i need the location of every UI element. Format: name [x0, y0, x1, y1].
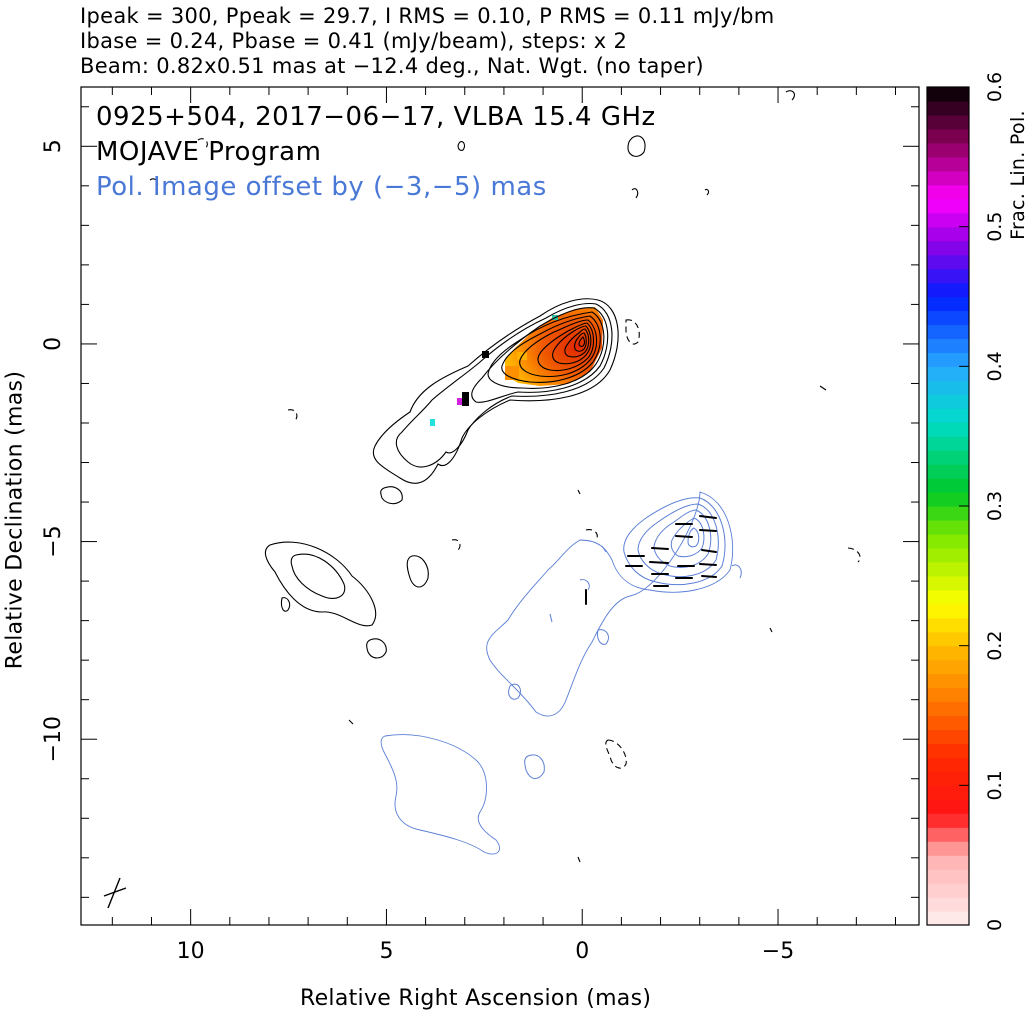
map-area: [103, 90, 861, 909]
colorbar-band: [927, 701, 969, 717]
colorbar-band: [927, 436, 969, 451]
colorbar-band: [927, 757, 969, 772]
colorbar-band: [927, 687, 969, 703]
colorbar-tick-labels: 0 0.1 0.2 0.3 0.4 0.5 0.6: [984, 72, 1006, 931]
colorbar-band: [927, 589, 969, 605]
colorbar-band: [927, 729, 969, 745]
colorbar-band: [927, 240, 969, 256]
colorbar-band: [927, 324, 969, 339]
colorbar-tick-label: 0.4: [984, 351, 1006, 381]
evpa-ticks: [585, 515, 717, 605]
axis-tick-labels: 10 5 0 −5 5 0 −5 −10: [41, 139, 794, 964]
colorbar-band: [927, 268, 969, 284]
colorbar-band: [927, 128, 969, 144]
y-tick-label: 5: [41, 139, 66, 153]
colorbar-band: [927, 506, 969, 521]
intensity-contours: [264, 90, 827, 863]
colorbar-band: [927, 254, 969, 270]
program-annotation: MOJAVE Program: [96, 137, 322, 167]
colorbar-tick-label: 0.1: [984, 770, 1006, 800]
colorbar-band: [927, 464, 969, 479]
offset-annotation: Pol. Image offset by (−3,−5) mas: [96, 172, 547, 202]
colorbar: [927, 87, 969, 926]
colorbar-band: [927, 673, 969, 689]
negative-contours: [149, 138, 861, 769]
colorbar-band: [927, 366, 969, 381]
axis-ticks: [81, 87, 919, 925]
plot-frame: [80, 86, 920, 926]
x-tick-label: 10: [177, 939, 205, 964]
colorbar-band: [927, 785, 969, 800]
colorbar-band: [927, 184, 969, 200]
colorbar-ticks: [959, 86, 969, 926]
colorbar-band: [927, 869, 969, 884]
colorbar-band: [927, 478, 969, 493]
colorbar-band: [927, 855, 969, 870]
frac-pol-image: [430, 307, 603, 426]
y-tick-label: −5: [41, 525, 66, 557]
colorbar-band: [927, 533, 969, 549]
colorbar-band: [927, 645, 969, 661]
colorbar-band: [927, 282, 969, 298]
colorbar-band: [927, 897, 969, 912]
colorbar-band: [927, 911, 969, 926]
x-tick-label: 5: [379, 939, 393, 964]
colorbar-band: [927, 631, 969, 647]
source-annotation: 0925+504, 2017−06−17, VLBA 15.4 GHz: [96, 102, 656, 132]
colorbar-label: Frac. Lin. Pol.: [1007, 110, 1027, 240]
colorbar-band: [927, 380, 969, 395]
colorbar-band: [927, 338, 969, 353]
colorbar-band: [927, 408, 969, 423]
x-axis-label: Relative Right Ascension (mas): [300, 986, 652, 1011]
colorbar-band: [927, 743, 969, 758]
y-tick-label: 0: [41, 337, 66, 351]
colorbar-band: [927, 352, 969, 367]
y-axis-label: Relative Declination (mas): [2, 370, 28, 670]
colorbar-band: [927, 296, 969, 312]
header-contours: Ibase = 0.24, Pbase = 0.41 (mJy/beam), s…: [80, 29, 628, 53]
colorbar-band: [927, 394, 969, 409]
colorbar-band: [927, 827, 969, 842]
colorbar-band: [927, 114, 969, 130]
colorbar-band: [927, 142, 969, 158]
colorbar-band: [927, 212, 969, 228]
colorbar-band: [927, 603, 969, 619]
colorbar-band: [927, 799, 969, 814]
colorbar-band: [927, 617, 969, 633]
colorbar-band: [927, 547, 969, 563]
y-tick-label: −10: [41, 716, 66, 762]
header-stats: Ipeak = 300, Ppeak = 29.7, I RMS = 0.10,…: [80, 4, 775, 28]
colorbar-tick-label: 0.5: [984, 212, 1006, 242]
colorbar-band: [927, 519, 969, 535]
colorbar-band: [927, 156, 969, 172]
beam-cross: [103, 877, 127, 909]
colorbar-band: [927, 813, 969, 828]
colorbar-band: [927, 310, 969, 326]
colorbar-tick-label: 0.6: [984, 72, 1006, 102]
colorbar-band: [927, 198, 969, 214]
x-tick-label: −5: [762, 939, 794, 964]
colorbar-band: [927, 450, 969, 465]
colorbar-band: [927, 226, 969, 242]
colorbar-band: [927, 883, 969, 898]
colorbar-tick-label: 0: [984, 919, 1006, 931]
colorbar-band: [927, 561, 969, 577]
colorbar-band: [927, 575, 969, 591]
colorbar-band: [927, 841, 969, 856]
header-beam: Beam: 0.82x0.51 mas at −12.4 deg., Nat. …: [80, 54, 704, 78]
colorbar-band: [927, 492, 969, 507]
x-tick-label: 0: [575, 939, 589, 964]
colorbar-band: [927, 659, 969, 675]
colorbar-band: [927, 100, 969, 116]
colorbar-band: [927, 170, 969, 186]
polarization-contours: [380, 491, 742, 855]
colorbar-band: [927, 422, 969, 437]
colorbar-band: [927, 87, 969, 102]
colorbar-tick-label: 0.2: [984, 631, 1006, 661]
colorbar-band: [927, 715, 969, 731]
colorbar-tick-label: 0.3: [984, 491, 1006, 521]
colorbar-band: [927, 771, 969, 786]
